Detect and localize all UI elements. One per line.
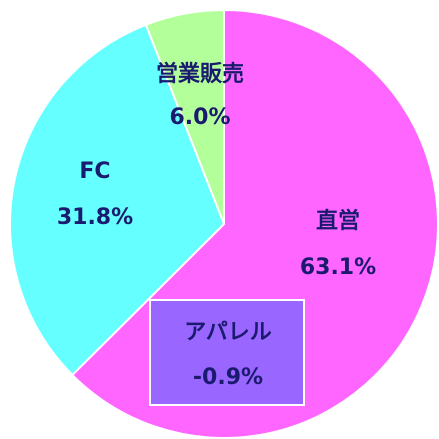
- pie-slice: [9, 23, 226, 377]
- slice-value: -0.9%: [193, 365, 263, 390]
- pie-slice: [144, 8, 225, 225]
- slice-label: FC: [79, 159, 110, 184]
- slice-label: アパレル: [184, 320, 272, 345]
- slice-value: 63.1%: [300, 255, 376, 280]
- slice-value: 6.0%: [169, 105, 230, 130]
- label-box: [149, 299, 305, 406]
- slice-label: 直営: [316, 208, 360, 234]
- slice-label: 営業販売: [156, 61, 244, 87]
- slice-value: 31.8%: [57, 205, 133, 230]
